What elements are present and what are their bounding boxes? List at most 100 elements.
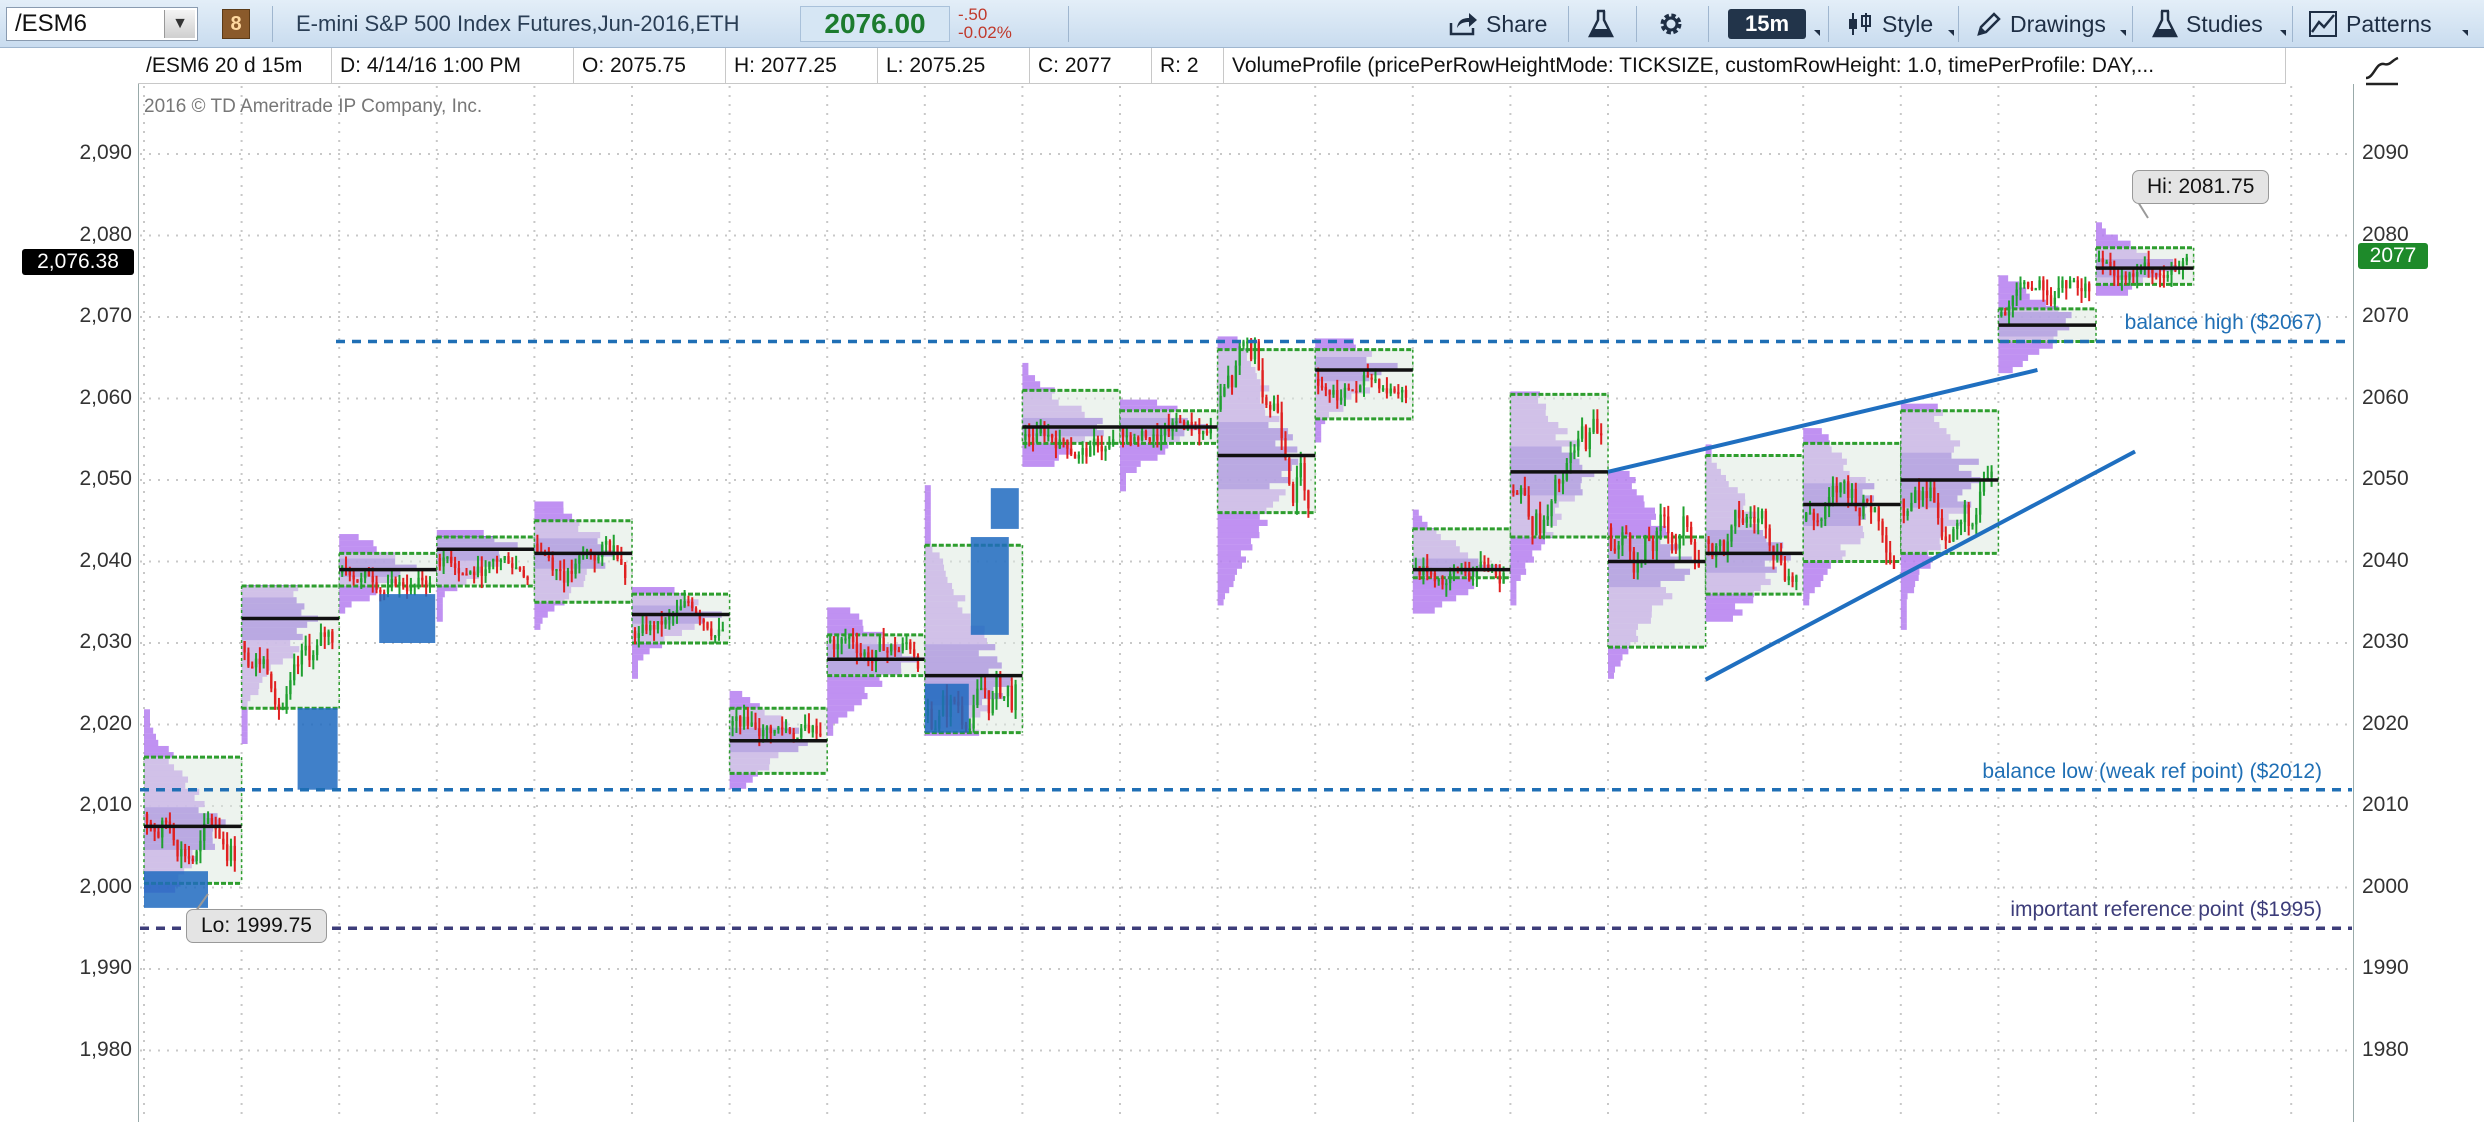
symbol-text[interactable]: /ESM6: [15, 10, 88, 37]
studies-label[interactable]: Studies: [2186, 11, 2263, 37]
candle-down: [2132, 273, 2135, 277]
candle-down: [472, 571, 476, 576]
candle-up: [2135, 271, 2139, 277]
candle-down: [1854, 488, 1858, 508]
studies-dropdown-icon[interactable]: [2280, 30, 2286, 36]
drawings-label[interactable]: Drawings: [2010, 11, 2106, 37]
drawing-tool-icon[interactable]: [2362, 52, 2402, 88]
candle-up: [555, 569, 558, 572]
profile-row: [2096, 289, 2129, 296]
style-dropdown-icon[interactable]: [1948, 30, 1954, 36]
profile-row: [436, 609, 443, 616]
profile-row: [1803, 599, 1810, 606]
candle-up: [1850, 488, 1854, 498]
candle-up: [476, 566, 480, 576]
pattern-icon: [2309, 11, 2337, 37]
right-axis-tick-label: 1990: [2362, 956, 2409, 979]
candle-down: [323, 632, 326, 637]
profile-row: [924, 534, 931, 541]
candle-up: [1971, 524, 1974, 527]
candle-down: [1288, 458, 1291, 484]
candle-up: [2011, 295, 2015, 306]
candle-up: [1077, 454, 1081, 459]
patterns-label[interactable]: Patterns: [2346, 11, 2432, 37]
candle-down: [1858, 507, 1861, 517]
share-label[interactable]: Share: [1486, 11, 1548, 37]
candle-up: [469, 571, 472, 574]
drawings-button[interactable]: Drawings: [1976, 0, 2106, 48]
style-label[interactable]: Style: [1882, 11, 1934, 37]
studies-button[interactable]: Studies: [2152, 0, 2263, 48]
candle-down: [1936, 502, 1940, 519]
candle-down: [886, 650, 889, 653]
candle-up: [1824, 507, 1827, 520]
candle-up: [363, 571, 367, 579]
candle-down: [2049, 295, 2053, 305]
candle-down: [1944, 536, 1947, 541]
candle-down: [348, 568, 352, 576]
symbol-selector[interactable]: /ESM6 ▼: [6, 7, 198, 41]
candle-up: [1039, 428, 1042, 434]
patterns-button[interactable]: Patterns: [2308, 0, 2432, 48]
candle-up: [901, 643, 904, 651]
candle-down: [1967, 504, 1970, 526]
candle-up: [1831, 485, 1835, 497]
candle-up: [1554, 479, 1557, 502]
candle-down: [2046, 290, 2049, 296]
patterns-dropdown-icon[interactable]: [2462, 30, 2468, 36]
candle-up: [1636, 562, 1639, 573]
profile-row: [534, 617, 543, 624]
candle-down: [1835, 485, 1838, 493]
bar-close: C: 2077: [1030, 48, 1152, 84]
candle-up: [1910, 502, 1913, 512]
candle-up: [1678, 536, 1681, 549]
candle-up: [574, 563, 577, 574]
drawings-dropdown-icon[interactable]: [2120, 30, 2126, 36]
profile-row: [1803, 593, 1810, 600]
profile-row: [339, 601, 352, 608]
candle-up: [1152, 434, 1155, 442]
candle-down: [1144, 431, 1148, 438]
candle-up: [2000, 312, 2003, 316]
candle-down: [191, 858, 194, 862]
candle-down: [1320, 385, 1324, 388]
profile-row: [1510, 574, 1521, 581]
settings-button[interactable]: [1656, 0, 1686, 48]
timeframe-selector[interactable]: 15m: [1728, 9, 1806, 39]
candle-up: [656, 621, 660, 630]
profile-row: [1705, 609, 1743, 616]
candle-down: [2076, 280, 2079, 289]
initial-balance-block: [379, 594, 436, 643]
candle-up: [206, 818, 210, 824]
profile-row: [1217, 532, 1260, 539]
profile-row: [632, 672, 638, 679]
profile-row: [827, 717, 839, 724]
candle-up: [1227, 375, 1230, 388]
profile-row: [436, 597, 443, 604]
candle-up: [386, 586, 390, 593]
profile-row: [1217, 342, 1241, 349]
experiment-button[interactable]: [1588, 0, 1614, 48]
profile-row: [1022, 454, 1059, 461]
link-group-badge[interactable]: 8: [222, 9, 250, 39]
study-description[interactable]: VolumeProfile (pricePerRowHeightMode: TI…: [1224, 48, 2286, 84]
value-area-box: [1022, 390, 1120, 444]
share-button[interactable]: Share: [1448, 0, 1547, 48]
candle-down: [1291, 483, 1295, 503]
profile-row: [1120, 485, 1126, 492]
candle-up: [2105, 261, 2108, 264]
candle-down: [153, 824, 156, 832]
candle-down: [1538, 513, 1542, 534]
profile-row: [632, 642, 663, 649]
style-button[interactable]: Style: [1846, 0, 1933, 48]
candle-up: [800, 728, 803, 738]
chevron-down-icon[interactable]: ▼: [164, 10, 195, 38]
candle-up: [721, 629, 724, 632]
timeframe-dropdown-icon[interactable]: [1814, 30, 1820, 36]
candle-up: [905, 642, 908, 645]
chart-plot-area[interactable]: [138, 84, 2354, 1122]
profile-row: [1608, 660, 1621, 667]
share-icon: [1449, 13, 1477, 36]
candle-up: [1209, 429, 1212, 434]
